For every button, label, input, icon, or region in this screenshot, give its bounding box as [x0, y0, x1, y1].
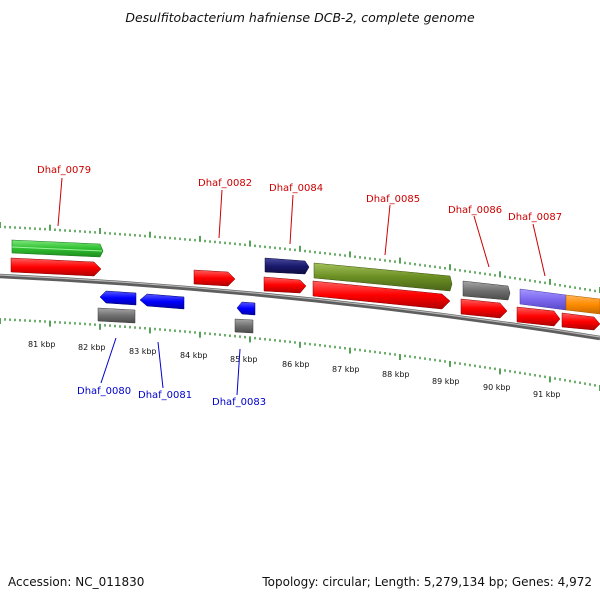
gene-feature-purple[interactable]	[519, 288, 567, 311]
leader-line	[384, 204, 391, 256]
gene-label-dhaf-0085[interactable]: Dhaf_0085	[366, 194, 420, 205]
accession-text: Accession: NC_011830	[8, 575, 144, 589]
lower-tick-row	[0, 318, 600, 391]
gene-arrow-forward[interactable]	[193, 269, 236, 287]
scale-label: 88 kbp	[382, 370, 410, 379]
scale-label: 85 kbp	[230, 355, 258, 364]
leader-line	[236, 348, 241, 396]
gene-arrow-forward[interactable]	[312, 280, 451, 310]
gene-label-dhaf-0082[interactable]: Dhaf_0082	[198, 178, 252, 189]
leader-line	[57, 177, 63, 227]
gene-arrow-forward[interactable]	[561, 312, 600, 331]
genome-backbone	[0, 273, 600, 341]
upper-tick-row	[0, 222, 600, 293]
map-title: Desulfitobacterium hafniense DCB-2, comp…	[125, 10, 475, 25]
gene-label-dhaf-0083[interactable]: Dhaf_0083	[212, 397, 266, 408]
gene-label-dhaf-0084[interactable]: Dhaf_0084	[269, 183, 323, 194]
gene-feature-olive[interactable]	[313, 262, 453, 292]
gene-arrow-forward[interactable]	[460, 298, 508, 319]
gene-feature-gray[interactable]	[97, 307, 136, 324]
scale-label: 84 kbp	[180, 351, 208, 360]
scale-label: 83 kbp	[129, 347, 157, 356]
gene-label-dhaf-0086[interactable]: Dhaf_0086	[448, 205, 502, 216]
gene-arrow-reverse[interactable]	[99, 290, 137, 306]
scale-label: 81 kbp	[28, 340, 56, 349]
genome-backbone-highlight	[0, 274, 600, 338]
gene-labels-forward: Dhaf_0079 Dhaf_0082 Dhaf_0084 Dhaf_0085 …	[37, 165, 562, 223]
gene-feature-orange[interactable]	[565, 294, 600, 315]
leader-line	[100, 337, 117, 384]
gene-arrow-forward[interactable]	[10, 257, 102, 277]
gene-feature-navy[interactable]	[264, 257, 310, 275]
gene-arrow-forward[interactable]	[263, 276, 307, 294]
leader-line	[157, 341, 164, 389]
gene-feature-gray[interactable]	[234, 318, 254, 334]
label-leaders	[57, 177, 546, 396]
leader-line	[532, 223, 546, 277]
scale-label: 82 kbp	[78, 343, 106, 352]
scale-label: 90 kbp	[483, 383, 511, 392]
leader-line	[289, 194, 294, 245]
gene-label-dhaf-0079[interactable]: Dhaf_0079	[37, 165, 91, 176]
gene-feature-gray[interactable]	[462, 280, 511, 301]
gene-arrow-forward[interactable]	[516, 306, 561, 327]
gene-feature-green-stripe	[11, 246, 103, 252]
leader-line	[473, 215, 490, 268]
gene-label-dhaf-0080[interactable]: Dhaf_0080	[77, 386, 131, 397]
gene-arrow-reverse[interactable]	[139, 293, 185, 310]
gene-feature-green[interactable]	[11, 239, 104, 258]
scale-label: 91 kbp	[533, 390, 561, 399]
gene-label-dhaf-0081[interactable]: Dhaf_0081	[138, 390, 192, 401]
scale-label: 87 kbp	[332, 365, 360, 374]
scale-labels: 81 kbp 82 kbp 83 kbp 84 kbp 85 kbp 86 kb…	[28, 340, 561, 399]
gene-labels-reverse: Dhaf_0080 Dhaf_0081 Dhaf_0083	[77, 386, 266, 408]
leader-line	[218, 189, 223, 239]
scale-label: 86 kbp	[282, 360, 310, 369]
gene-arrow-reverse[interactable]	[236, 301, 256, 316]
scale-label: 89 kbp	[432, 377, 460, 386]
gene-label-dhaf-0087[interactable]: Dhaf_0087	[508, 212, 562, 223]
genome-summary-text: Topology: circular; Length: 5,279,134 bp…	[261, 575, 592, 589]
